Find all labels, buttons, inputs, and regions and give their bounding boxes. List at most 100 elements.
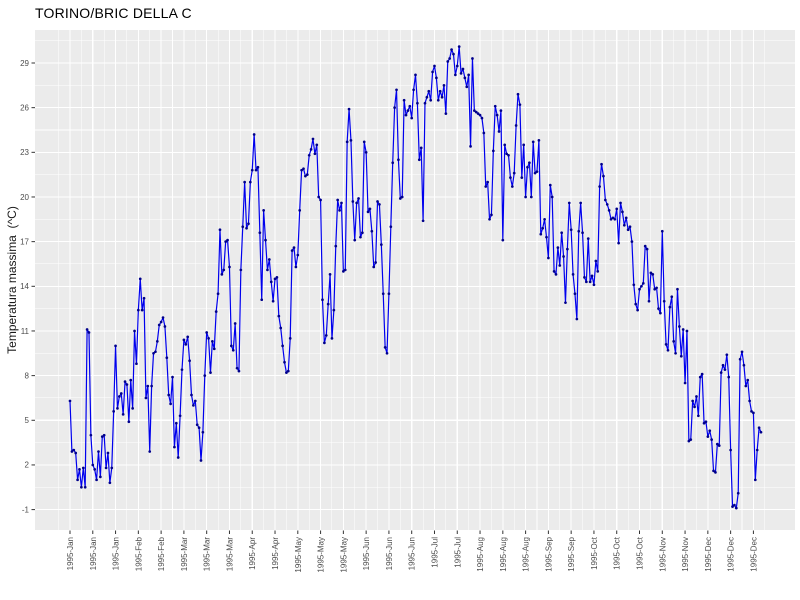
data-point <box>558 264 562 267</box>
data-point <box>237 369 241 373</box>
data-point <box>218 228 222 232</box>
data-point <box>326 302 330 306</box>
x-tick-label: 1995-Nov <box>681 537 690 572</box>
data-point <box>285 371 288 374</box>
x-tick-label: 1995-Jan <box>112 537 121 570</box>
data-point <box>319 198 322 202</box>
x-tick-label: 1995-Nov <box>658 537 667 572</box>
x-tick-label: 1995-Sep <box>544 536 553 571</box>
y-tick-label: 14 <box>20 282 29 291</box>
data-point <box>404 113 408 117</box>
y-tick-label: 26 <box>20 103 29 112</box>
data-point <box>640 284 643 288</box>
data-point <box>712 469 715 473</box>
data-point <box>438 89 442 93</box>
data-point <box>581 231 584 235</box>
x-tick-label: 1995-Jan <box>66 537 75 570</box>
data-point <box>501 238 505 242</box>
data-point <box>203 374 207 377</box>
data-point <box>216 292 220 296</box>
data-point <box>649 271 653 275</box>
data-point <box>560 231 564 235</box>
data-point <box>569 228 573 232</box>
data-point <box>228 265 231 269</box>
data-point <box>442 83 446 87</box>
data-point <box>100 435 104 439</box>
data-point <box>286 369 290 373</box>
data-point <box>552 270 556 273</box>
x-tick-label: 1995-Jul <box>431 537 440 568</box>
data-point <box>659 311 662 315</box>
data-point <box>290 249 294 252</box>
data-point <box>288 337 292 340</box>
data-point <box>416 101 419 105</box>
data-point <box>753 478 757 482</box>
y-tick-label: 8 <box>25 371 30 380</box>
data-point <box>461 67 465 71</box>
data-point <box>429 98 433 102</box>
data-point <box>600 162 603 166</box>
data-point <box>224 240 228 243</box>
data-point <box>307 153 311 157</box>
x-tick-label: 1995-May <box>317 537 326 573</box>
data-point <box>264 238 267 242</box>
data-point <box>497 130 501 133</box>
data-point <box>734 506 738 510</box>
data-point <box>698 375 702 379</box>
data-point <box>541 226 545 230</box>
data-point <box>687 439 691 443</box>
data-point <box>366 210 370 214</box>
data-point <box>533 171 537 175</box>
data-point <box>304 174 307 178</box>
data-point <box>573 292 577 296</box>
data-point <box>165 356 169 360</box>
data-point <box>619 201 622 205</box>
data-point <box>531 140 535 144</box>
data-point <box>666 348 670 352</box>
data-point <box>524 195 527 199</box>
data-point <box>427 89 431 93</box>
data-point <box>450 48 453 51</box>
data-point <box>611 216 615 220</box>
x-tick-label: 1995-Dec <box>704 537 713 572</box>
data-point <box>744 384 748 388</box>
data-point <box>459 72 463 75</box>
data-point <box>300 168 303 172</box>
x-tick-label: 1995-Apr <box>271 537 280 570</box>
data-point <box>378 203 381 206</box>
data-point <box>273 277 277 281</box>
x-tick-label: 1995-Mar <box>226 537 235 572</box>
data-point <box>201 430 205 434</box>
data-point <box>463 76 467 80</box>
data-point <box>381 292 385 296</box>
data-point <box>68 399 72 403</box>
data-point <box>340 201 343 205</box>
data-point <box>660 229 664 233</box>
data-point <box>436 98 440 102</box>
data-point <box>704 420 708 424</box>
data-point <box>176 456 180 459</box>
data-point <box>662 299 666 303</box>
data-point <box>455 64 459 68</box>
data-point <box>108 481 112 485</box>
x-tick-label: 1995-Aug <box>476 537 485 572</box>
data-point <box>323 341 326 345</box>
data-point <box>154 350 157 354</box>
data-point <box>689 438 693 441</box>
data-point <box>119 392 123 395</box>
data-point <box>678 325 681 328</box>
data-point <box>275 276 279 279</box>
data-point <box>493 104 497 108</box>
data-point <box>583 276 586 279</box>
data-point <box>294 265 298 269</box>
data-point <box>613 217 617 221</box>
data-point <box>372 265 376 269</box>
data-point <box>697 414 700 418</box>
data-point <box>336 198 340 202</box>
data-point <box>391 161 395 165</box>
data-point <box>395 88 398 92</box>
data-point <box>714 471 717 474</box>
data-point <box>248 180 252 184</box>
data-point <box>672 340 676 343</box>
data-point <box>668 305 672 309</box>
